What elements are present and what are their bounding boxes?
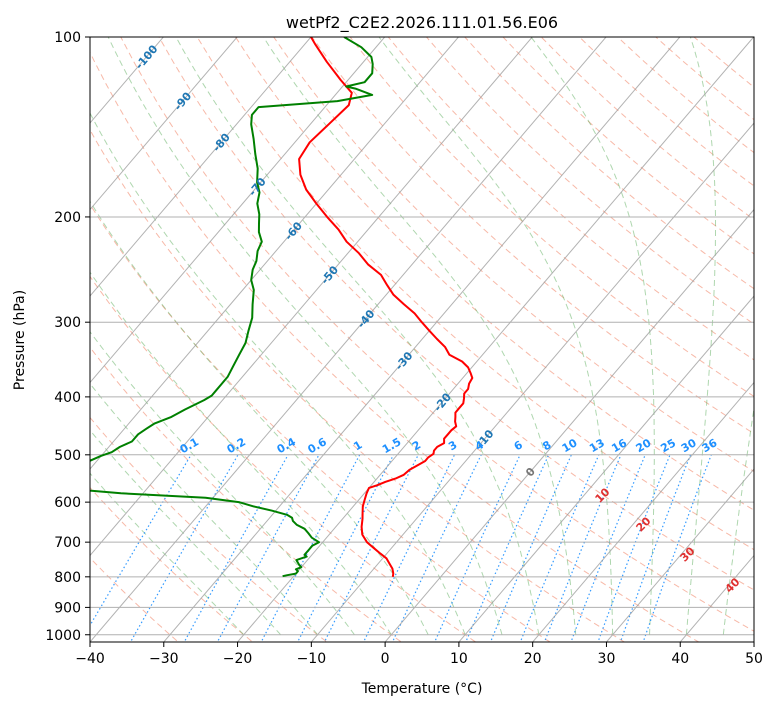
dry-adiabat-line (273, 37, 754, 473)
isotherm-line (163, 37, 681, 642)
mixing-ratio-line (597, 454, 671, 642)
mixing-ratio-line (519, 454, 600, 642)
isotherm-line (384, 208, 754, 642)
mixing-ratio-line (619, 454, 692, 642)
isotherm-line (90, 37, 533, 557)
moist-adiabat-line (90, 429, 281, 636)
moist-adiabat-line (262, 37, 577, 635)
isotherm-line (532, 381, 754, 642)
isotherm-line (90, 37, 165, 124)
mixing-ratio-line (363, 454, 456, 642)
x-tick-label: −40 (75, 651, 105, 667)
y-tick-label: 500 (54, 448, 81, 464)
y-tick-label: 700 (54, 535, 81, 551)
y-tick-label: 600 (54, 495, 81, 511)
mixing-ratio-line (216, 454, 320, 642)
moist-adiabat-line (378, 37, 614, 635)
dry-adiabat-line (349, 37, 754, 398)
moist-adiabat-line (175, 37, 540, 635)
x-tick-label: −30 (149, 651, 179, 667)
x-tick-label: 0 (381, 651, 390, 667)
isotherm-line (458, 295, 754, 642)
moist-adiabat-line (530, 37, 655, 635)
isotherm-line (90, 37, 238, 211)
isotherm-line (90, 37, 607, 642)
y-tick-label: 100 (54, 30, 81, 46)
mixing-ratio-line (296, 454, 394, 642)
x-tick-label: −20 (223, 651, 253, 667)
dry-adiabat-line (90, 346, 403, 642)
dry-adiabat-line (90, 51, 700, 642)
x-tick-label: 30 (598, 651, 616, 667)
mixing-ratio-line (543, 454, 622, 642)
mixing-ratio-line (570, 454, 646, 642)
x-tick-label: 20 (524, 651, 542, 667)
profile-lines (90, 37, 474, 578)
dry-adiabat-line (158, 37, 754, 591)
dry-adiabat-line (311, 37, 754, 435)
mixing-ratio-line (391, 454, 482, 642)
isotherm-line (236, 37, 754, 642)
y-axis-title: Pressure (hPa) (12, 290, 28, 390)
moist-adiabat-line (90, 271, 392, 636)
y-tick-label: 1000 (45, 628, 81, 644)
x-tick-label: −10 (297, 651, 327, 667)
mixing-ratio-line (642, 454, 712, 642)
dry-adiabat-line (120, 37, 754, 632)
dry-adiabat-line (90, 557, 179, 642)
y-tick-label: 200 (54, 210, 81, 226)
dry-adiabat-line (235, 37, 754, 511)
isotherm-line (90, 37, 460, 470)
y-tick-label: 800 (54, 570, 81, 586)
x-tick-label: 10 (450, 651, 468, 667)
dewpoint-profile-line (90, 37, 374, 578)
isotherm-line (310, 122, 754, 642)
y-tick-label: 300 (54, 315, 81, 331)
x-axis-title: Temperature (°C) (361, 681, 483, 697)
y-tick-label: 900 (54, 600, 81, 616)
temperature-profile-line (298, 37, 474, 577)
chart-title: wetPf2_C2E2.2026.111.01.56.E06 (286, 13, 558, 33)
mixing-ratio-line (90, 454, 192, 627)
axis-ticks: −40 −30 −20 −10 0 10 20 30 40 50 100 200 300 400 500 60… (45, 30, 763, 667)
moist-adiabat-line (107, 37, 503, 635)
dry-adiabat-line (90, 275, 477, 642)
background-grid-lines (90, 37, 754, 642)
x-tick-label: 40 (671, 651, 689, 667)
moist-adiabat-line (685, 37, 716, 635)
plot-frame (89, 36, 755, 643)
dry-adiabat-line (90, 128, 626, 642)
moist-adiabat-line (722, 405, 754, 635)
x-tick-label: 50 (745, 651, 763, 667)
y-tick-label: 400 (54, 390, 81, 406)
dry-adiabat-line (90, 486, 254, 642)
dry-adiabat-line (90, 203, 552, 642)
isotherm-line (90, 37, 312, 297)
isotherm-line (605, 468, 754, 642)
isotherm-line (90, 37, 386, 384)
moist-adiabat-line (90, 200, 429, 636)
